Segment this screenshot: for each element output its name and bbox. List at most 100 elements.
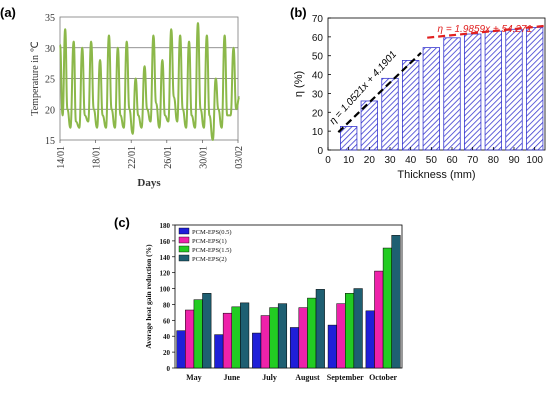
bar-b-80 <box>484 30 502 151</box>
x-axis-label-b: Thickness (mm) <box>397 169 475 181</box>
x-axis-label-a: Days <box>137 177 161 189</box>
bar-c-july-0 <box>252 332 262 369</box>
ytick-label-b: 20 <box>312 108 324 119</box>
xtick-label-c: May <box>186 373 202 382</box>
legend-swatch-c <box>178 227 190 235</box>
panel-label-b: (b) <box>290 5 307 20</box>
chart-b: 0 10 20 30 40 50 60 70 0 10 20 30 40 50 60 70 80 90 100 η =… <box>293 14 546 181</box>
bar-c-august-2 <box>307 297 317 369</box>
xtick-label-a: 30/01 <box>198 146 209 169</box>
legend-label-c: PCM-EPS(0.5) <box>192 229 232 236</box>
ytick-label-c: 160 <box>160 238 171 246</box>
legend-swatch-c <box>178 236 190 244</box>
ytick-label-a: 15 <box>45 136 55 147</box>
series-line-temperature <box>59 22 241 142</box>
ytick-label-b: 40 <box>312 71 324 82</box>
fit-line-linear-black <box>337 52 422 133</box>
fit-line-red <box>427 24 546 39</box>
xtick-label-b: 90 <box>508 155 520 166</box>
xtick-label-b: 80 <box>488 155 500 166</box>
bar-c-august-0 <box>289 327 300 369</box>
bar-c-october-2 <box>382 247 392 369</box>
bar-b-90 <box>505 28 523 151</box>
bar-b-50 <box>422 47 440 151</box>
bar-c-october-0 <box>365 310 375 369</box>
ytick-label-a: 30 <box>45 44 55 55</box>
bar-c-june-2 <box>231 306 241 369</box>
y-axis-label-c: Average heat gain reduction (%) <box>144 244 153 349</box>
panel-label-c: (c) <box>114 215 130 230</box>
bar-c-july-2 <box>269 307 279 369</box>
xtick-label-b: 100 <box>526 155 543 166</box>
ytick-label-b: 0 <box>317 146 323 157</box>
bar-b-100 <box>525 27 544 151</box>
xtick-label-a: 18/01 <box>92 146 103 169</box>
bar-b-40 <box>402 60 420 151</box>
ytick-label-a: 20 <box>45 105 55 116</box>
legend-label-c: PCM-EPS(1.5) <box>192 247 232 254</box>
ytick-label-c: 80 <box>163 301 171 309</box>
legend-swatch-c <box>178 254 190 262</box>
bar-b-60 <box>443 37 461 151</box>
y-axis-label-b: η (%) <box>293 71 305 97</box>
legend-swatch-c <box>178 245 190 253</box>
panel-label-a: (a) <box>0 5 16 20</box>
bar-c-august-1 <box>298 307 308 369</box>
bar-c-may-0 <box>176 330 186 369</box>
xtick-label-b: 60 <box>446 155 458 166</box>
legend-label-c: PCM-EPS(2) <box>192 256 227 263</box>
plot-area-c <box>174 224 403 369</box>
xtick-label-a: 03/02 <box>234 146 245 169</box>
xtick-label-a: 14/01 <box>56 146 67 169</box>
ytick-label-b: 50 <box>312 52 324 63</box>
xtick-label-c: August <box>295 373 320 382</box>
bar-c-september-0 <box>327 324 337 369</box>
chart-a: 15 20 25 30 35 14/01 18/01 22/01 26/01 30/01 03/02… <box>30 13 245 189</box>
bar-c-may-3 <box>202 293 212 369</box>
xtick-label-c: June <box>224 373 241 382</box>
bar-c-july-3 <box>277 303 288 369</box>
xtick-label-b: 10 <box>343 155 355 166</box>
xtick-label-b: 50 <box>426 155 438 166</box>
bar-c-october-3 <box>391 235 401 369</box>
ytick-label-c: 120 <box>160 270 171 278</box>
xtick-label-a: 26/01 <box>163 146 174 169</box>
ytick-label-c: 180 <box>160 222 171 230</box>
bar-b-10 <box>340 126 358 151</box>
ytick-label-b: 30 <box>312 89 324 100</box>
bar-c-september-1 <box>336 303 346 369</box>
chart-c: May June July August September October 0 20 40 60… <box>144 222 403 382</box>
ytick-label-b: 10 <box>312 127 324 138</box>
xtick-label-c: July <box>262 373 277 382</box>
bar-c-june-1 <box>222 312 233 369</box>
bar-b-70 <box>463 33 482 151</box>
bar-c-july-1 <box>260 315 270 369</box>
xtick-label-b: 70 <box>467 155 479 166</box>
bar-b-30 <box>381 77 399 151</box>
ytick-label-c: 60 <box>163 317 171 325</box>
xtick-label-b: 40 <box>405 155 417 166</box>
xtick-label-b: 20 <box>364 155 376 166</box>
ytick-label-a: 35 <box>45 13 55 24</box>
fit-label-red: η = 1.9859x + 54.271 <box>438 24 533 35</box>
bar-c-august-3 <box>315 289 325 369</box>
xtick-label-b: 0 <box>325 155 331 166</box>
ytick-label-c: 100 <box>160 286 171 294</box>
ytick-label-c: 40 <box>163 333 171 341</box>
legend-label-c: PCM-EPS(1) <box>192 238 227 245</box>
ytick-label-b: 60 <box>312 33 324 44</box>
bar-c-september-3 <box>353 288 363 369</box>
bar-c-may-2 <box>193 299 203 369</box>
bar-c-october-1 <box>374 270 384 369</box>
xtick-label-c: September <box>327 373 364 382</box>
xtick-label-a: 22/01 <box>127 146 138 169</box>
ytick-label-c: 20 <box>163 349 171 357</box>
ytick-label-a: 25 <box>45 75 55 86</box>
ytick-label-b: 70 <box>312 14 324 25</box>
bar-c-may-1 <box>185 309 195 369</box>
y-axis-label-a: Temperature in ℃ <box>30 41 41 115</box>
xtick-label-c: October <box>369 373 397 382</box>
bar-c-september-2 <box>345 293 355 369</box>
bar-c-june-0 <box>214 334 224 369</box>
xtick-label-b: 30 <box>384 155 396 166</box>
